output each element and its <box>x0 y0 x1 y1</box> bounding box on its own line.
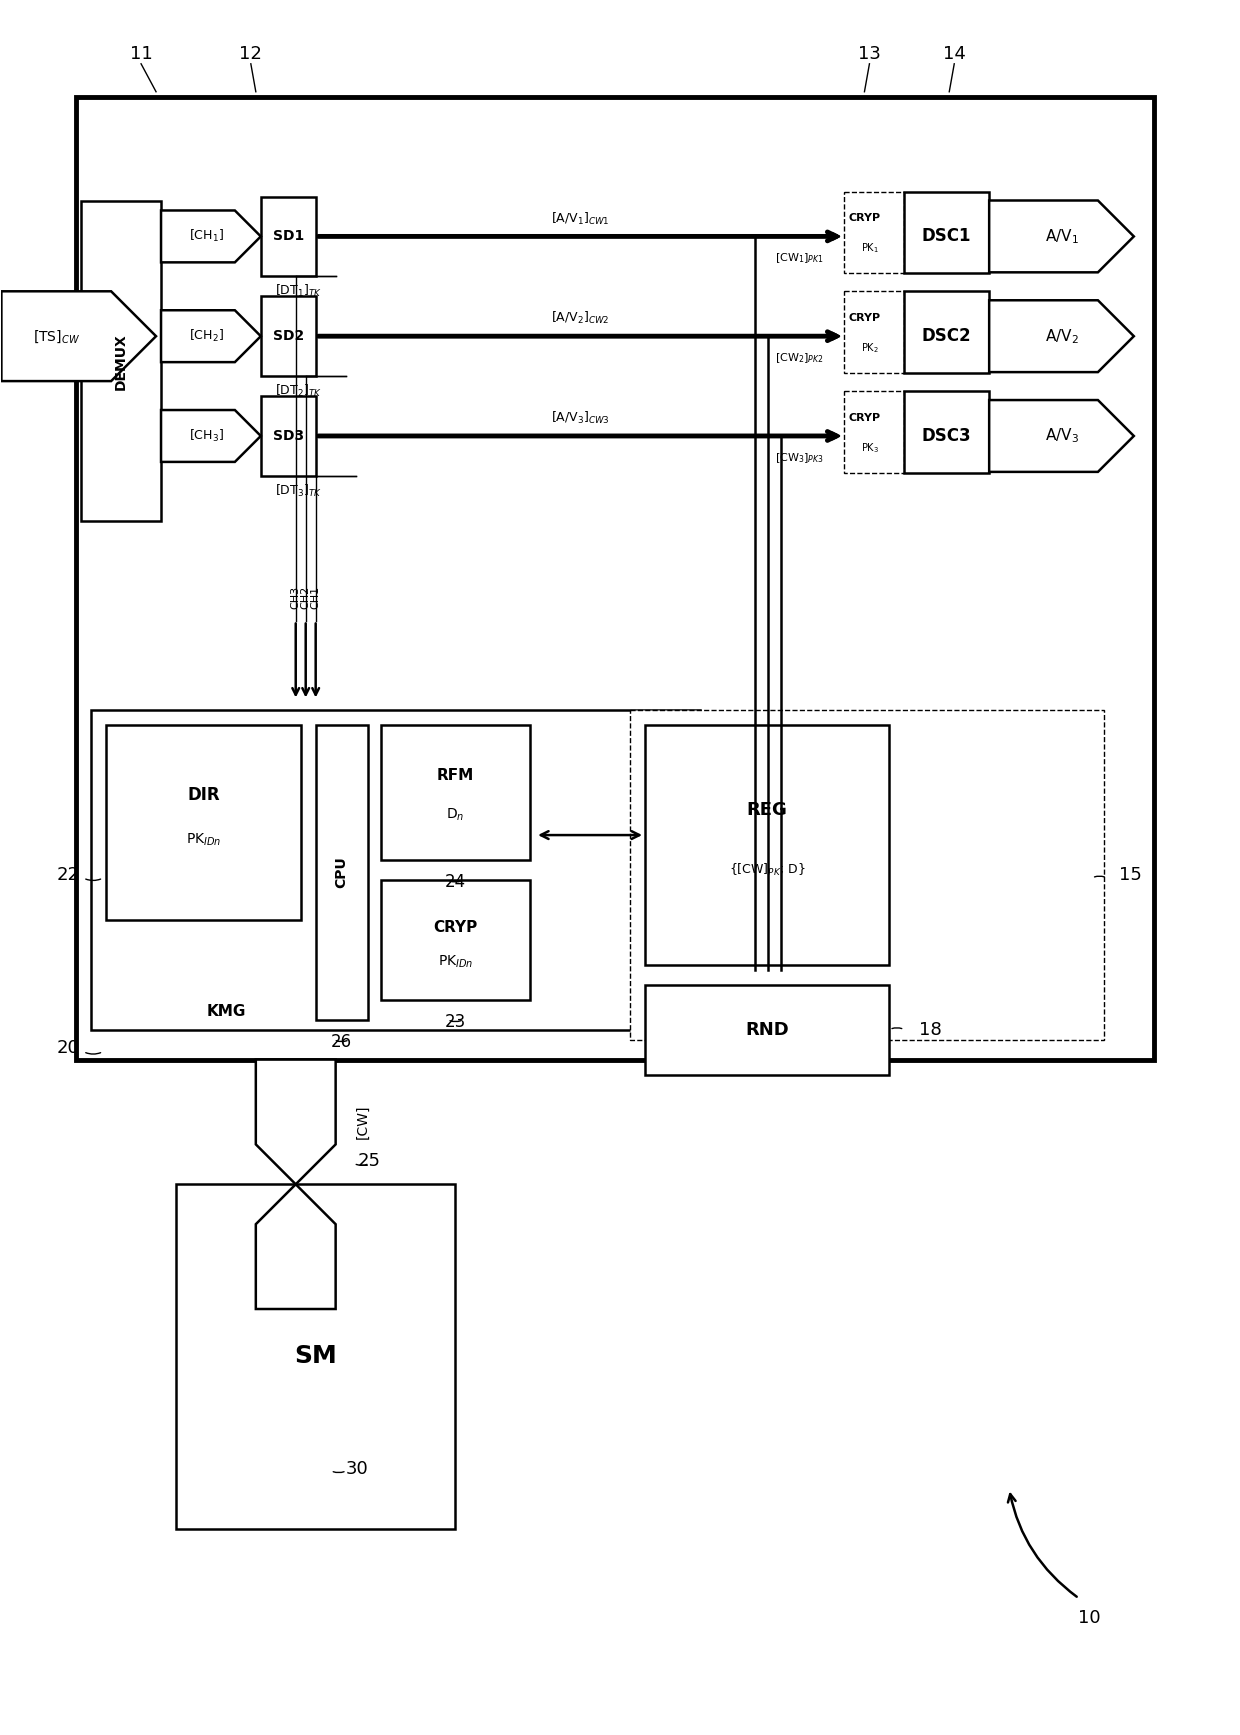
Text: PK$_{IDn}$: PK$_{IDn}$ <box>438 954 474 970</box>
Polygon shape <box>990 300 1133 371</box>
Text: KMG: KMG <box>206 1005 246 1018</box>
Text: 22: 22 <box>56 866 79 885</box>
Text: [TS]$_{CW}$: [TS]$_{CW}$ <box>32 328 79 345</box>
Text: DSC1: DSC1 <box>921 227 971 245</box>
Polygon shape <box>255 1060 336 1185</box>
Polygon shape <box>161 210 260 262</box>
Text: SM: SM <box>294 1345 337 1369</box>
Text: 15: 15 <box>1118 866 1142 885</box>
Text: DEMUX: DEMUX <box>114 333 128 390</box>
Text: CRYP: CRYP <box>848 413 880 423</box>
Text: [CW$_2$]$_{PK2}$: [CW$_2$]$_{PK2}$ <box>775 350 825 364</box>
Bar <box>844 191 904 274</box>
Polygon shape <box>990 401 1133 472</box>
Text: SD2: SD2 <box>273 330 304 344</box>
Bar <box>76 97 1153 1060</box>
Polygon shape <box>161 311 260 363</box>
Polygon shape <box>1 291 156 382</box>
Bar <box>904 291 990 373</box>
Bar <box>260 196 316 276</box>
Text: DSC3: DSC3 <box>921 427 971 444</box>
Bar <box>381 725 531 861</box>
Text: REG: REG <box>746 802 787 819</box>
Text: CH2: CH2 <box>301 585 311 609</box>
Text: CPU: CPU <box>335 857 348 888</box>
Text: SD1: SD1 <box>273 229 304 243</box>
Text: 18: 18 <box>919 1020 942 1039</box>
Text: PK$_1$: PK$_1$ <box>862 241 879 255</box>
Text: CRYP: CRYP <box>848 213 880 224</box>
Bar <box>92 710 699 1029</box>
Text: [CH$_3$]: [CH$_3$] <box>188 429 223 444</box>
Text: [A/V$_1$]$_{CW1}$: [A/V$_1$]$_{CW1}$ <box>551 210 609 227</box>
Bar <box>260 297 316 376</box>
Bar <box>381 880 531 999</box>
Text: 20: 20 <box>57 1039 79 1057</box>
Text: 24: 24 <box>445 873 466 892</box>
Text: {[CW]$_{PK}$; D}: {[CW]$_{PK}$; D} <box>729 862 806 878</box>
Text: PK$_{IDn}$: PK$_{IDn}$ <box>186 831 221 848</box>
Text: PK$_3$: PK$_3$ <box>862 441 879 455</box>
Text: DSC2: DSC2 <box>921 328 971 345</box>
Text: [CH$_2$]: [CH$_2$] <box>188 328 223 344</box>
Bar <box>81 201 161 520</box>
Text: D$_n$: D$_n$ <box>446 807 465 824</box>
Text: CH3: CH3 <box>290 585 301 609</box>
Text: [DT$_3$]$_{TK}$: [DT$_3$]$_{TK}$ <box>275 482 321 500</box>
Text: CH1: CH1 <box>311 585 321 609</box>
Text: 25: 25 <box>357 1152 381 1171</box>
Text: [A/V$_2$]$_{CW2}$: [A/V$_2$]$_{CW2}$ <box>551 311 609 326</box>
Text: [CW$_1$]$_{PK1}$: [CW$_1$]$_{PK1}$ <box>775 252 825 265</box>
Polygon shape <box>161 409 260 462</box>
Text: [CH$_1$]: [CH$_1$] <box>188 229 223 245</box>
Bar <box>176 1185 455 1529</box>
Text: RFM: RFM <box>436 767 474 782</box>
Text: PK$_2$: PK$_2$ <box>862 342 879 356</box>
Text: SD3: SD3 <box>273 429 304 442</box>
Bar <box>844 390 904 474</box>
Text: RND: RND <box>745 1020 789 1039</box>
Text: 30: 30 <box>346 1459 368 1478</box>
Text: CRYP: CRYP <box>848 314 880 323</box>
Text: DIR: DIR <box>187 786 219 803</box>
Bar <box>260 396 316 475</box>
Text: [DT$_1$]$_{TK}$: [DT$_1$]$_{TK}$ <box>275 283 321 300</box>
Text: A/V$_1$: A/V$_1$ <box>1045 227 1079 246</box>
Bar <box>645 725 889 965</box>
Bar <box>904 390 990 474</box>
Bar <box>107 725 301 920</box>
Text: 26: 26 <box>331 1032 352 1051</box>
Text: [CW$_3$]$_{PK3}$: [CW$_3$]$_{PK3}$ <box>775 451 825 465</box>
Polygon shape <box>255 1185 336 1308</box>
Text: [DT$_2$]$_{TK}$: [DT$_2$]$_{TK}$ <box>275 383 321 399</box>
Polygon shape <box>990 201 1133 272</box>
Text: [CW]: [CW] <box>356 1103 370 1138</box>
Text: CRYP: CRYP <box>433 920 477 935</box>
Bar <box>645 985 889 1074</box>
Text: 14: 14 <box>942 45 966 62</box>
Text: A/V$_3$: A/V$_3$ <box>1045 427 1079 446</box>
Text: 11: 11 <box>130 45 153 62</box>
Text: 13: 13 <box>858 45 880 62</box>
Text: [A/V$_3$]$_{CW3}$: [A/V$_3$]$_{CW3}$ <box>551 409 610 427</box>
Bar <box>904 191 990 274</box>
Text: 23: 23 <box>445 1013 466 1031</box>
Text: 12: 12 <box>239 45 263 62</box>
Text: 10: 10 <box>1078 1610 1100 1627</box>
Bar <box>844 291 904 373</box>
Bar <box>630 710 1104 1039</box>
Text: A/V$_2$: A/V$_2$ <box>1045 326 1079 345</box>
Bar <box>316 725 367 1020</box>
